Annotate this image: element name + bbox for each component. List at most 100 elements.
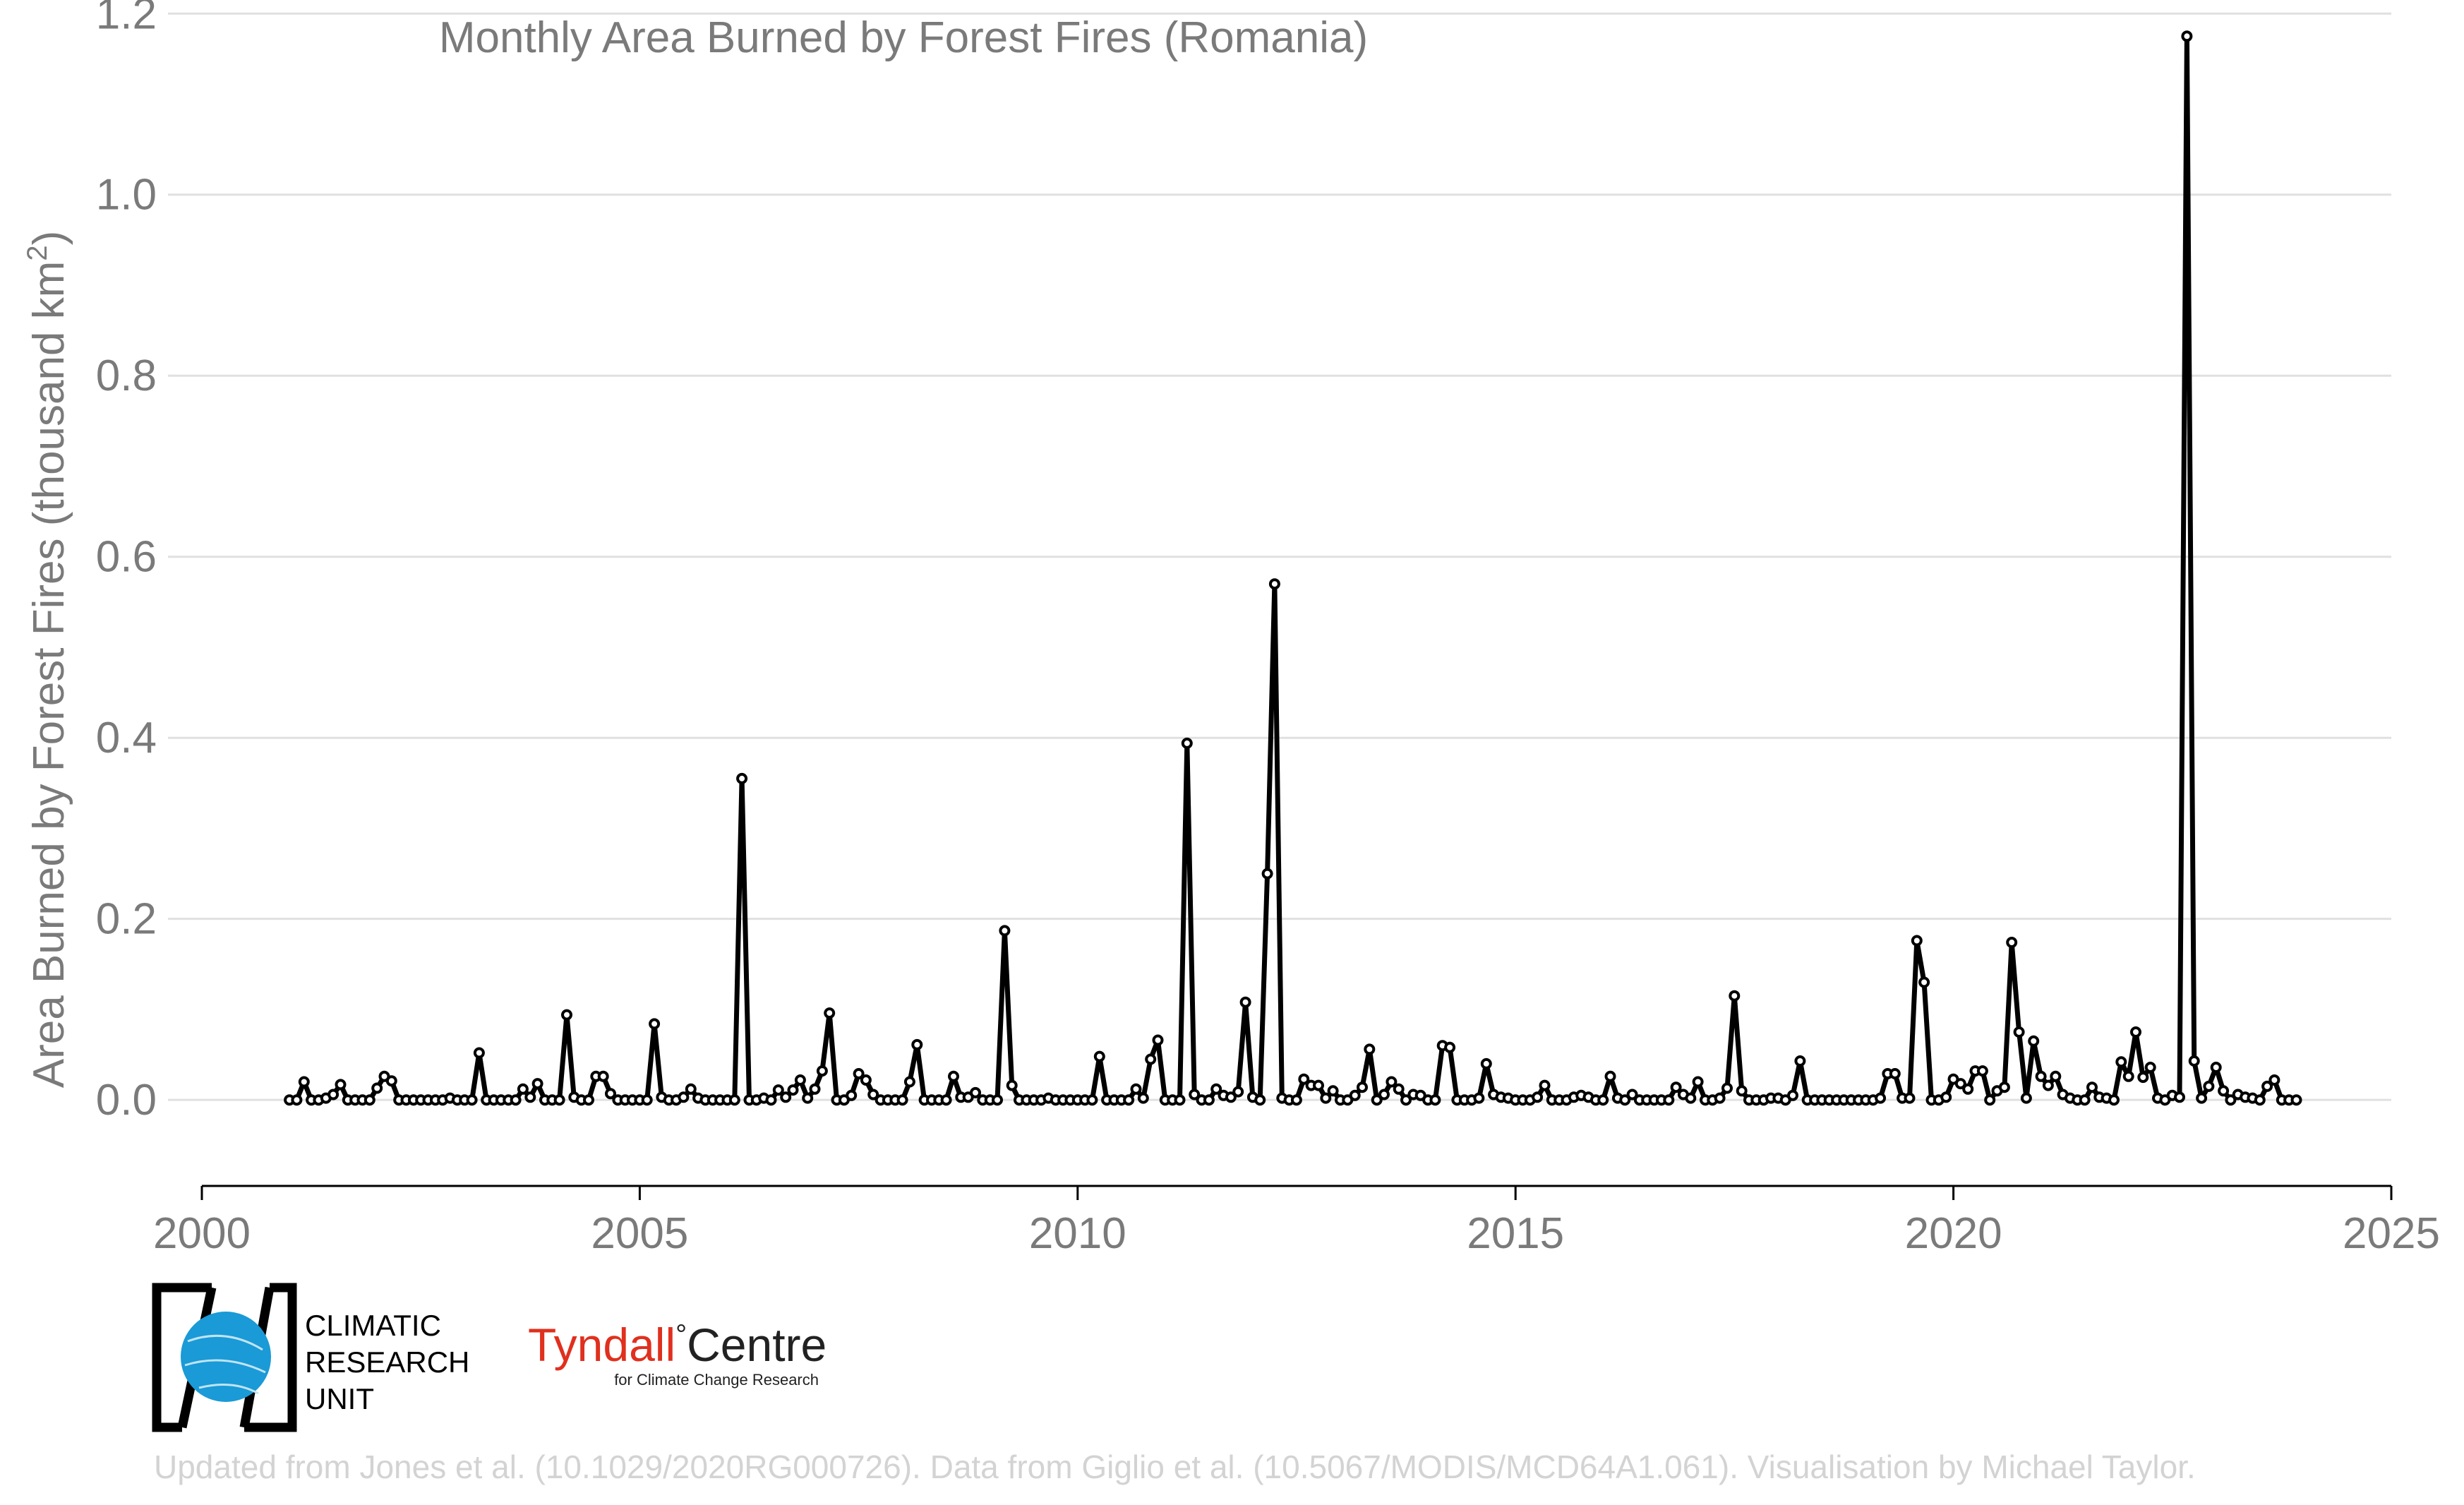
data-point <box>2188 1055 2200 1067</box>
data-point <box>903 1076 915 1088</box>
data-point <box>2137 1072 2149 1084</box>
data-point <box>1444 1041 1456 1053</box>
data-point <box>597 1070 609 1082</box>
data-point <box>1254 1094 1266 1106</box>
data-point <box>816 1065 828 1077</box>
data-point <box>1597 1094 1609 1106</box>
data-point <box>1663 1094 1675 1106</box>
data-point <box>824 1007 836 1019</box>
data-point <box>583 1094 594 1106</box>
cru-name-line-3: UNIT <box>305 1382 374 1415</box>
data-point <box>1364 1043 1376 1055</box>
data-point <box>1298 1073 1310 1085</box>
data-point <box>1670 1081 1682 1093</box>
y-gridlines <box>168 12 2391 1101</box>
data-point <box>1145 1053 1157 1065</box>
data-point <box>2144 1062 2156 1073</box>
data-point <box>1976 1065 1988 1077</box>
data-point <box>2050 1070 2062 1082</box>
data-point <box>992 1094 1003 1106</box>
cru-name-line-2: RESEARCH <box>305 1345 469 1379</box>
data-point <box>728 1094 740 1106</box>
data-point <box>1181 737 1193 749</box>
data-point <box>1692 1076 1704 1088</box>
data-point <box>1232 1086 1244 1098</box>
data-point <box>1093 1050 1105 1062</box>
y-tick-labels: 0.0 0.2 0.4 0.6 0.8 1.0 1.2 <box>96 0 157 1125</box>
data-point <box>1429 1094 1441 1106</box>
data-point <box>1604 1070 1616 1082</box>
x-tick-label: 2015 <box>1467 1209 1564 1258</box>
tyndall-tagline: for Climate Change Research <box>614 1371 819 1389</box>
data-point <box>335 1079 347 1091</box>
data-point <box>970 1086 981 1098</box>
data-point <box>510 1094 522 1106</box>
data-point <box>531 1078 543 1090</box>
data-point <box>1685 1092 1697 1104</box>
data-point <box>641 1094 653 1106</box>
data-point <box>1290 1094 1302 1106</box>
data-point <box>780 1091 792 1103</box>
data-point <box>1794 1055 1806 1067</box>
data-point <box>1152 1034 1164 1046</box>
data-point <box>1875 1092 1887 1104</box>
data-point <box>1086 1094 1098 1106</box>
data-point <box>1954 1078 1966 1090</box>
y-tick-label: 0.4 <box>96 714 157 762</box>
data-point <box>1984 1094 1996 1106</box>
data-point <box>1940 1091 1952 1103</box>
data-point <box>1210 1083 1222 1095</box>
data-point <box>1787 1089 1798 1101</box>
data-point <box>2028 1035 2040 1047</box>
data-point <box>2203 1080 2215 1092</box>
data-point <box>363 1094 375 1106</box>
data-point <box>853 1068 865 1079</box>
data-point <box>2130 1026 2141 1038</box>
y-tick-label: 0.8 <box>96 352 157 400</box>
data-point <box>2261 1080 2273 1092</box>
data-point <box>772 1084 784 1096</box>
data-point <box>794 1074 806 1086</box>
tyndall-wordmark: Tyndall°Centre <box>528 1319 827 1371</box>
y-tick-label: 0.2 <box>96 895 157 944</box>
data-point <box>1539 1079 1551 1091</box>
series-line <box>289 33 2297 1103</box>
data-point <box>2218 1085 2230 1097</box>
data-point <box>1371 1094 1383 1106</box>
y-tick-label: 0.0 <box>96 1076 157 1125</box>
data-point <box>736 772 748 784</box>
data-point <box>1137 1092 1149 1104</box>
chart-title: Monthly Area Burned by Forest Fires (Rom… <box>439 13 1368 62</box>
data-point <box>2013 1026 2025 1038</box>
data-point <box>473 1047 485 1059</box>
data-point <box>1386 1076 1398 1088</box>
x-ticks: 2000 2005 2010 2015 2020 2025 <box>153 1186 2440 1258</box>
data-point <box>1626 1089 1638 1101</box>
data-point <box>1268 578 1280 590</box>
data-point <box>291 1094 303 1106</box>
data-point <box>2042 1079 2054 1091</box>
data-point <box>1225 1091 1237 1103</box>
x-tick-label: 2010 <box>1029 1209 1126 1258</box>
data-point <box>1313 1079 1324 1091</box>
data-point <box>1962 1083 1974 1095</box>
data-point <box>1203 1094 1215 1106</box>
data-point <box>1736 1085 1748 1097</box>
data-point <box>371 1082 383 1094</box>
data-point <box>685 1083 697 1095</box>
data-point <box>2079 1094 2091 1106</box>
data-point <box>1721 1082 1733 1094</box>
globe-icon <box>181 1312 271 1402</box>
data-point <box>860 1074 872 1086</box>
cru-name-line-1: CLIMATIC <box>305 1309 441 1342</box>
data-point <box>2020 1092 2032 1104</box>
data-point <box>1123 1094 1135 1106</box>
data-point <box>561 1009 572 1021</box>
data-point <box>466 1094 478 1106</box>
data-point <box>1473 1092 1485 1104</box>
data-point <box>1998 1081 2010 1093</box>
data-point <box>2225 1094 2237 1106</box>
data-point <box>1918 976 1930 988</box>
data-point <box>999 925 1011 937</box>
